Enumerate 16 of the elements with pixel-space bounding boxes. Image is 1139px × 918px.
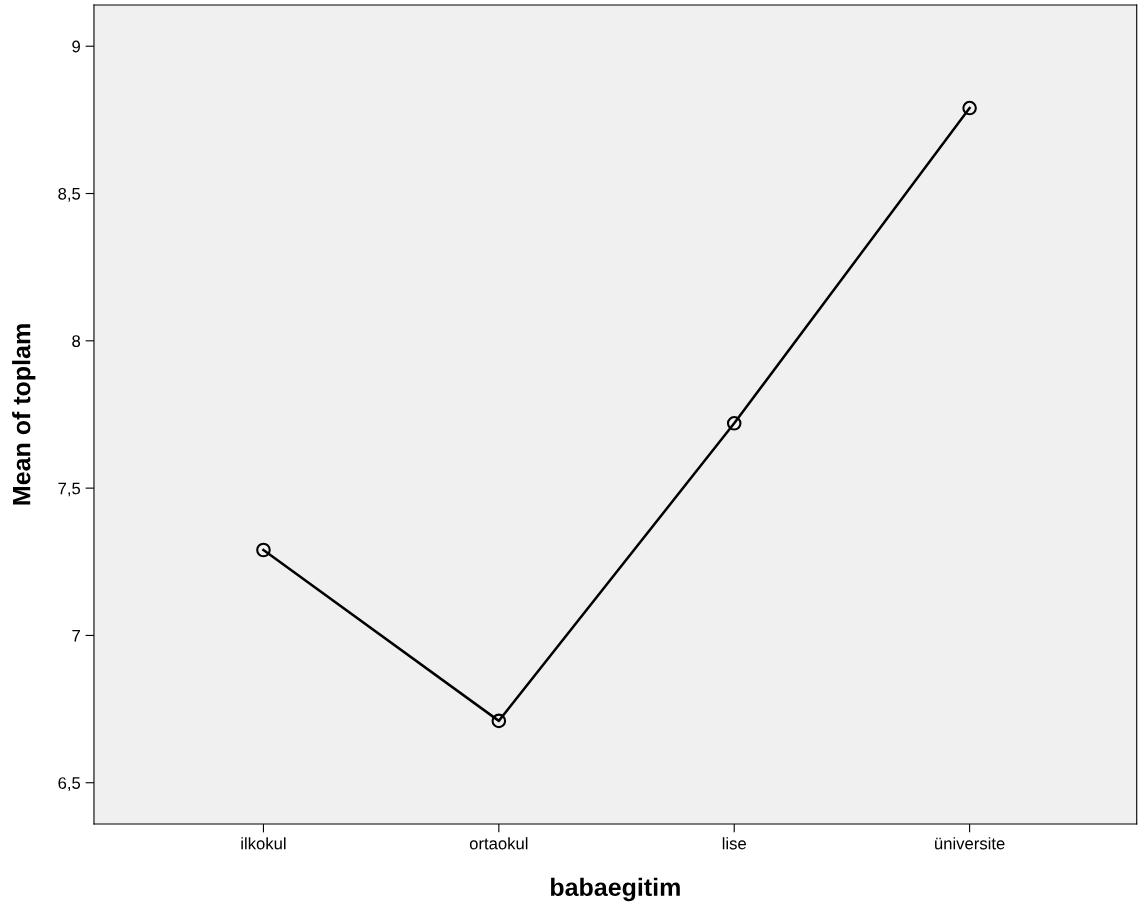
y-tick-label: 8,5: [58, 187, 81, 202]
point: [726, 416, 742, 431]
point: [962, 100, 977, 116]
x-axis-title: babaegitim: [551, 877, 680, 902]
x-tick-label: ortaokul: [469, 837, 528, 850]
y-tick-label: 6,5: [58, 777, 81, 791]
y-axis-title: Mean of toplam: [12, 324, 36, 505]
x-tick-label: ilkokul: [241, 837, 286, 850]
point: [491, 713, 507, 729]
y-tick-label: 7: [72, 630, 80, 642]
y-tick-label: 7,5: [58, 482, 81, 497]
y-tick-label: 9: [72, 40, 80, 53]
point: [256, 542, 271, 558]
x-tick-label: lise: [722, 837, 746, 850]
x-tick-label: üniversite: [935, 837, 1005, 850]
y-tick-label: 8: [72, 335, 81, 348]
